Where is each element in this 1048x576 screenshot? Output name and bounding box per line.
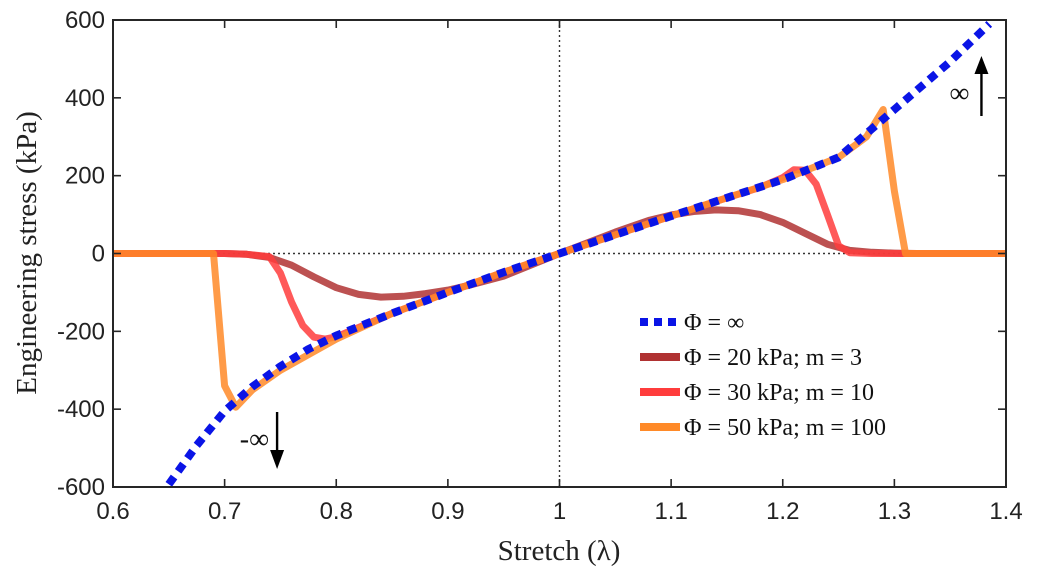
axis-ticks: 0.6 0.7 0.8 0.9 1 1.1 1.2 1.3 1.4 600 400 200 0 -200 -… — [57, 7, 1023, 525]
x-tick-label: 1.1 — [654, 498, 687, 525]
x-axis-title: Stretch (λ) — [498, 535, 621, 567]
y-tick-label: -400 — [57, 396, 105, 423]
series-layer — [113, 21, 1006, 487]
y-tick-label: 600 — [65, 7, 105, 34]
annotation-arrowhead-down — [270, 450, 285, 469]
x-tick-label: 1.2 — [766, 498, 799, 525]
y-tick-label: 400 — [65, 85, 105, 112]
legend-label-3: Φ = 50 kPa; m = 100 — [684, 415, 886, 441]
y-tick-label: 200 — [65, 163, 105, 190]
annotations: ∞ -∞ — [240, 56, 989, 469]
legend-label-1: Φ = 20 kPa; m = 3 — [684, 345, 862, 371]
series-line-0 — [165, 21, 993, 487]
annotation-minus-infinity: -∞ — [240, 424, 269, 455]
x-tick-label: 0.6 — [96, 498, 129, 525]
y-axis-title: Engineering stress (kPa) — [11, 111, 43, 395]
x-tick-label: 1.3 — [878, 498, 911, 525]
x-tick-label: 0.7 — [208, 498, 241, 525]
legend: Φ = ∞ Φ = 20 kPa; m = 3 Φ = 30 kPa; m = 10… — [640, 310, 886, 441]
y-tick-label: 0 — [92, 241, 105, 268]
x-tick-label: 0.9 — [431, 498, 464, 525]
y-tick-label: -600 — [57, 474, 105, 501]
x-tick-label: 0.8 — [320, 498, 353, 525]
y-tick-label: -200 — [57, 318, 105, 345]
legend-label-2: Φ = 30 kPa; m = 10 — [684, 380, 874, 406]
annotation-arrowhead-up — [974, 56, 989, 74]
annotation-infinity: ∞ — [949, 78, 969, 109]
x-tick-label: 1 — [553, 498, 566, 525]
x-tick-label: 1.4 — [989, 498, 1022, 525]
legend-label-0: Φ = ∞ — [684, 310, 744, 336]
